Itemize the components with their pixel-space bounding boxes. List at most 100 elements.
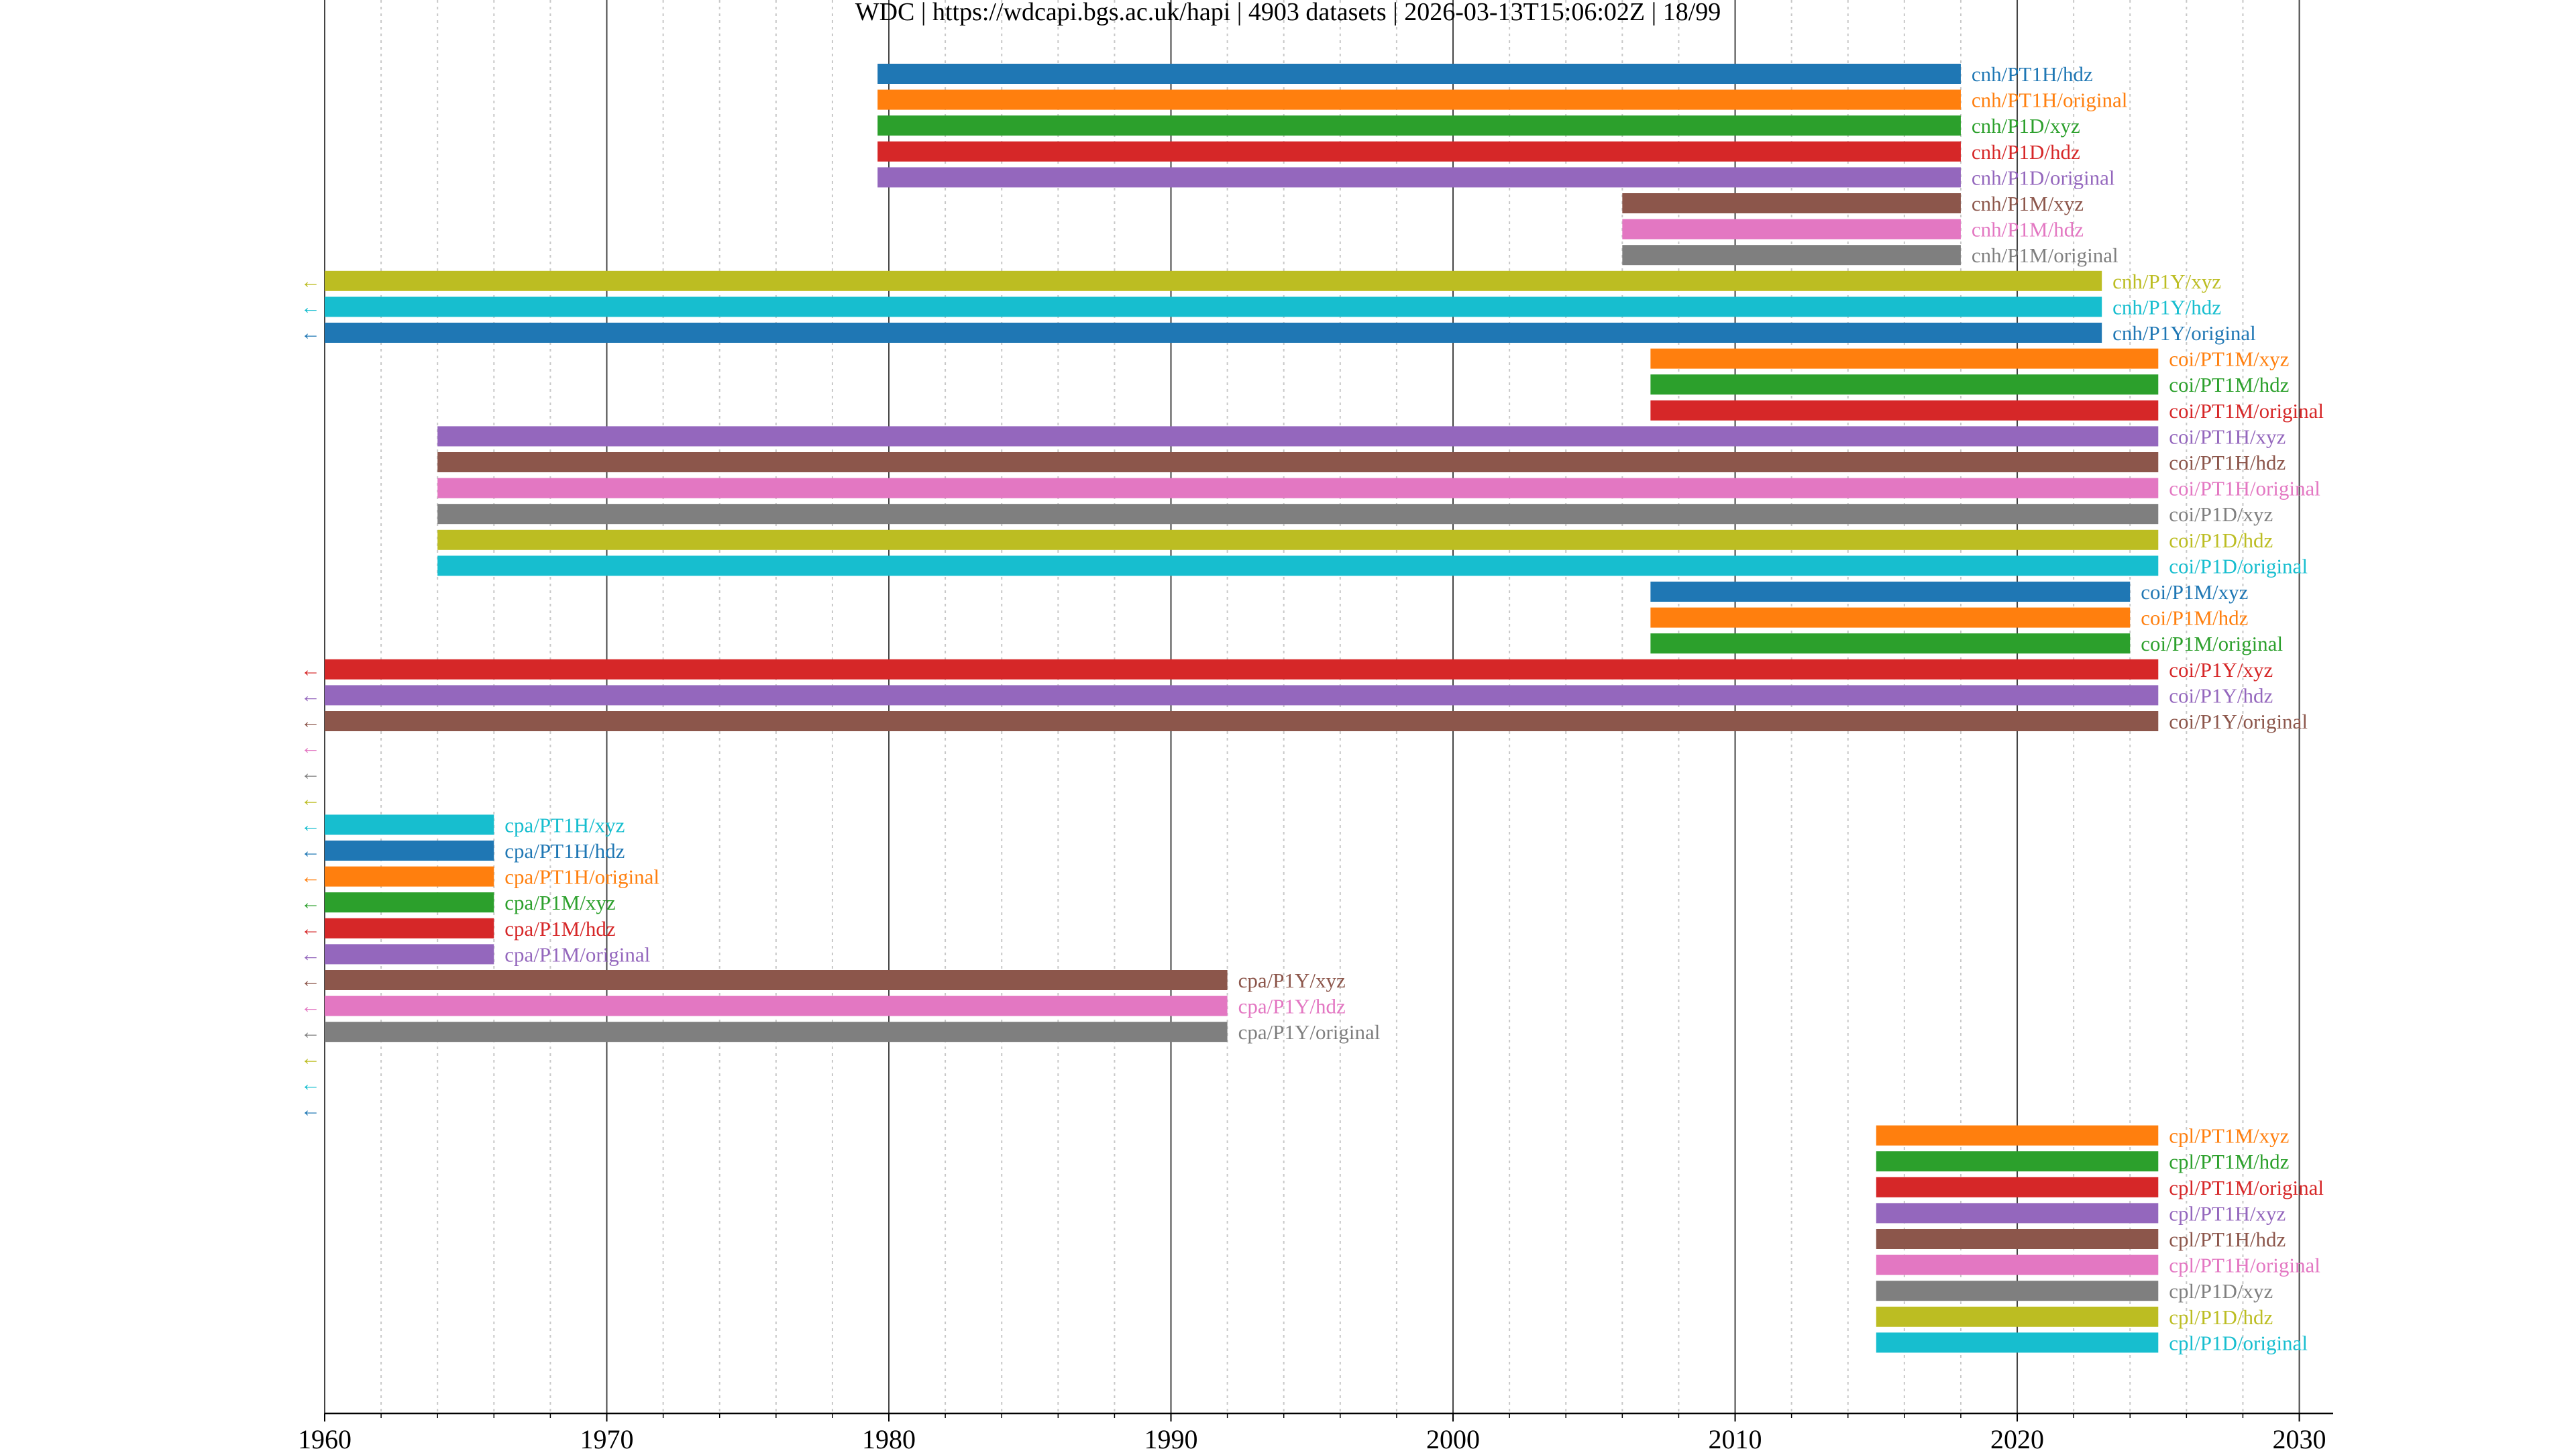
dataset-bar [1876,1332,2159,1353]
dataset-bar [325,1022,1228,1042]
x-tick-label: 1980 [862,1424,916,1449]
dataset-bar [437,452,2159,472]
dataset-label: cpa/PT1H/original [504,865,659,889]
dataset-label: coi/P1M/original [2141,632,2283,655]
dataset-bar [1876,1151,2159,1172]
left-arrow-icon: ← [301,659,321,681]
dataset-bar [1650,348,2159,369]
dataset-bar [325,297,2102,317]
dataset-label: cpa/P1M/original [504,943,650,966]
x-tick-label: 1970 [580,1424,634,1449]
dataset-bar [325,711,2159,731]
dataset-bar [325,970,1228,990]
dataset-bar [877,167,1961,188]
left-arrow-icon: ← [301,270,321,292]
chart-title: WDC | https://wdcapi.bgs.ac.uk/hapi | 49… [855,0,1721,26]
dataset-label: cnh/P1D/original [1972,166,2115,189]
major-grid [324,0,2300,1413]
dataset-label: coi/P1M/hdz [2141,606,2248,630]
dataset-bar [1876,1306,2159,1327]
dataset-label: cpl/P1D/xyz [2169,1279,2273,1303]
dataset-label: coi/PT1M/original [2169,399,2324,423]
dataset-bar [325,814,494,835]
left-arrow-icon: ← [301,814,321,836]
dataset-label: coi/P1D/hdz [2169,529,2273,552]
dataset-label: cpa/PT1H/xyz [504,813,625,837]
dataset-label: cpl/PT1M/hdz [2169,1150,2289,1173]
dataset-label: coi/PT1H/original [2169,477,2320,500]
dataset-bar [437,478,2159,498]
left-arrow-icon: ← [301,918,321,940]
dataset-label: coi/PT1M/hdz [2169,373,2289,396]
dataset-label: cpl/PT1H/hdz [2169,1228,2286,1251]
dataset-label: coi/P1D/original [2169,554,2308,578]
dataset-bar [325,892,494,913]
dataset-label: cnh/P1M/hdz [1972,218,2084,241]
dataset-label: coi/P1M/xyz [2141,580,2248,604]
dataset-bar [325,944,494,965]
left-arrow-icon: ← [301,710,321,733]
dataset-bar [325,996,1228,1016]
left-arrow-icon: ← [301,1099,321,1121]
dataset-label: cnh/PT1H/original [1972,89,2127,112]
dataset-bar [437,426,2159,447]
dataset-bar [325,866,494,887]
dataset-label: coi/P1D/xyz [2169,502,2273,526]
left-arrow-icon: ← [301,684,321,706]
dataset-label: cnh/P1Y/original [2112,321,2256,345]
dataset-label: cpl/P1D/original [2169,1331,2308,1354]
dataset-bar [1876,1125,2159,1146]
dataset-label: cpl/PT1M/xyz [2169,1124,2289,1148]
left-arrow-icon: ← [301,737,321,759]
dataset-label: coi/PT1H/hdz [2169,451,2286,474]
left-arrow-icon: ← [301,892,321,914]
dataset-bar [437,529,2159,550]
dataset-bar [877,115,1961,136]
dataset-bar [1622,219,1961,239]
dataset-bar [1650,400,2159,421]
dataset-bar [1650,374,2159,395]
dataset-label: cnh/P1D/hdz [1972,140,2080,164]
dataset-bar [1876,1254,2159,1275]
left-arrow-icon: ← [301,762,321,784]
dataset-bar [325,841,494,861]
dataset-label: cnh/PT1H/hdz [1972,62,2093,86]
truncation-markers: ← ← ← ← ← ← ← ← ← ← ← ← ← ← ← ← ← ← ← ← ← [301,270,321,1121]
dataset-label: cpl/PT1M/original [2169,1176,2324,1199]
dataset-bar [1650,633,2131,654]
dataset-bar [325,270,2102,291]
minor-grid [380,0,2244,1413]
dataset-label: cnh/P1M/xyz [1972,192,2084,215]
dataset-label: cnh/P1D/xyz [1972,114,2080,138]
left-arrow-icon: ← [301,1021,321,1043]
dataset-label: cpa/P1M/hdz [504,917,615,941]
dataset-bar [1622,193,1961,213]
dataset-bar [325,918,494,938]
dataset-labels: cnh/PT1H/hdz cnh/PT1H/originalcnh/P1D/xyz… [504,62,2324,1354]
left-arrow-icon: ← [301,322,321,344]
dataset-bar [437,555,2159,576]
dataset-label: coi/P1Y/hdz [2169,684,2273,707]
dataset-label: cpa/P1Y/original [1238,1020,1381,1044]
left-arrow-icon: ← [301,1073,321,1095]
left-arrow-icon: ← [301,840,321,862]
left-arrow-icon: ← [301,996,321,1018]
dataset-bar [1876,1229,2159,1249]
dataset-label: coi/P1Y/xyz [2169,658,2273,682]
dataset-bar [1622,245,1961,266]
dataset-bar [1650,607,2131,628]
dataset-label: cpl/P1D/hdz [2169,1305,2273,1329]
dataset-bar [437,504,2159,525]
dataset-bar [1876,1203,2159,1224]
dataset-bar [877,141,1961,162]
dataset-label: coi/P1Y/original [2169,710,2308,733]
x-axis: 1960 1970 1980 1990 2000 2010 2020 2030 [298,1412,2333,1449]
dataset-label: coi/PT1M/xyz [2169,347,2289,371]
x-tick-label: 1960 [298,1424,352,1449]
left-arrow-icon: ← [301,866,321,888]
x-tick-label: 2020 [1990,1424,2044,1449]
dataset-bar [877,64,1961,84]
dataset-label: cnh/P1Y/xyz [2112,270,2221,293]
dataset-bar [1876,1177,2159,1197]
